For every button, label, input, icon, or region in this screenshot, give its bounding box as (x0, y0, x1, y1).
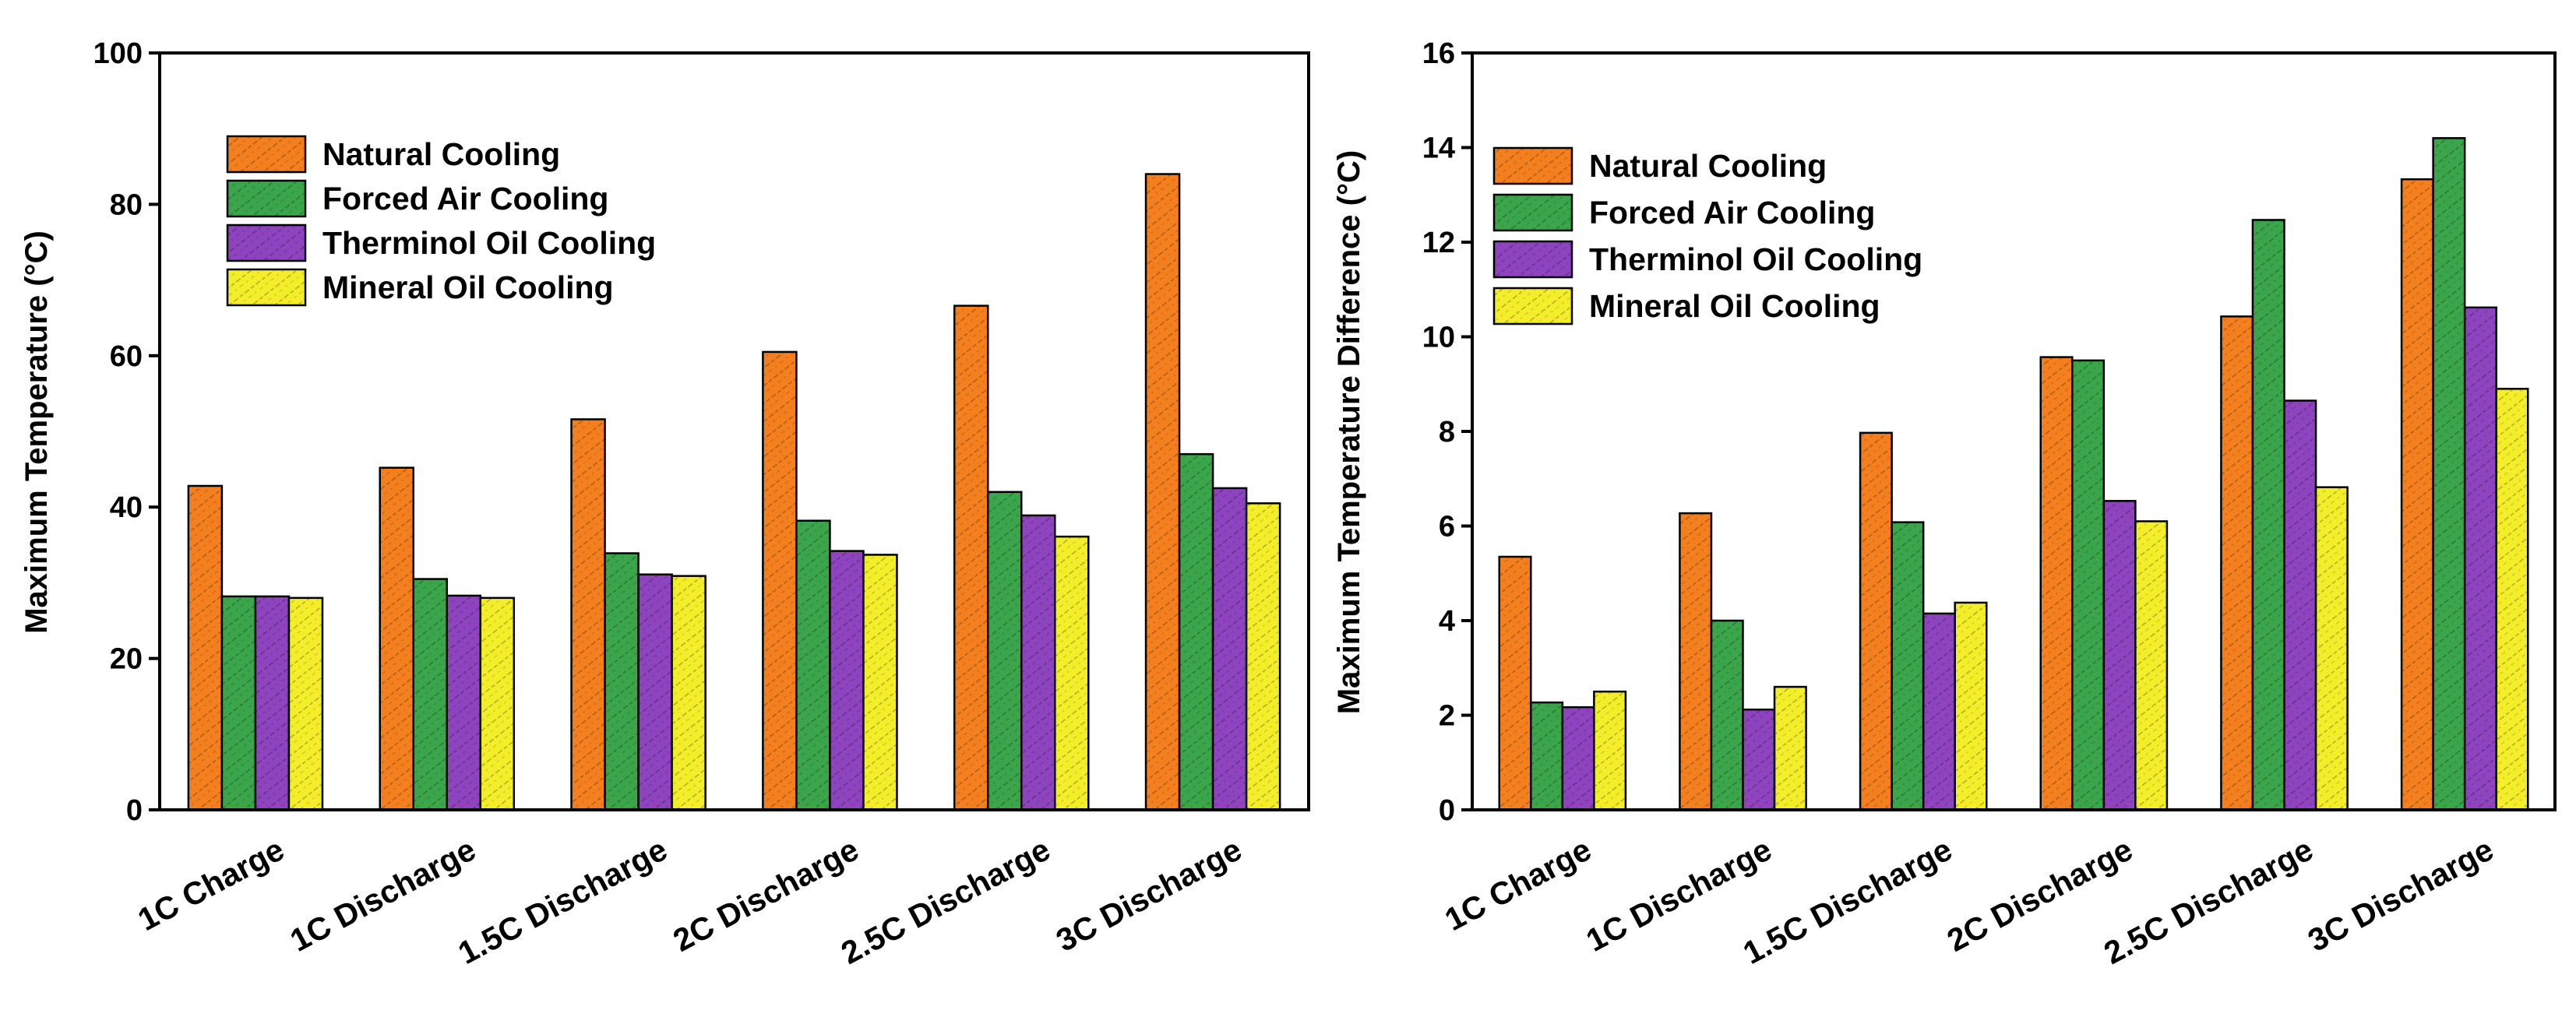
chart-2-bar-texture (2103, 501, 2136, 810)
chart-2-bar-texture (1891, 522, 1924, 810)
chart-2-y-tick-label: 2 (1439, 700, 1455, 733)
chart-2-y-tick-label: 10 (1422, 322, 1455, 354)
chart-1-y-axis-title: Maximum Temperature (°C) (19, 230, 54, 634)
chart-1-x-tick-label: 1C Charge (132, 831, 290, 938)
chart-2-y-tick-label: 0 (1439, 794, 1455, 827)
chart-1-bar-texture (1021, 515, 1055, 810)
chart-1-bar-texture (1055, 537, 1089, 810)
chart-1-x-tick-label: 2.5C Discharge (835, 831, 1055, 971)
chart-1-bar-texture (796, 520, 830, 810)
chart-1-bar-texture (413, 579, 447, 810)
chart-2-bar-texture (2072, 360, 2104, 810)
chart-2-bar-texture (1774, 687, 1806, 810)
chart-1-legend-swatch-texture (227, 181, 305, 216)
chart-2-bar-texture (2433, 138, 2465, 811)
chart-2-x-tick-label: 3C Discharge (2302, 831, 2499, 959)
chart-1-bar-texture (863, 554, 897, 810)
chart-2-bar-texture (2135, 521, 2167, 810)
chart-1-y-tick-label: 60 (110, 340, 143, 373)
chart-1-y-tick-label: 40 (110, 491, 143, 524)
chart-1-bar-texture (446, 595, 481, 810)
chart-2-y-tick-label: 14 (1422, 132, 1455, 165)
chart-2-bar-texture (2221, 316, 2253, 810)
chart-1-y-tick-label: 100 (93, 37, 143, 70)
chart-1-bar-texture (571, 419, 605, 810)
chart-1-y-tick-label: 80 (110, 188, 143, 221)
chart-1-legend-label: Forced Air Cooling (322, 181, 608, 216)
chart-1-bar-texture (221, 596, 255, 810)
chart-2-y-tick-label: 6 (1439, 511, 1455, 544)
chart-1-x-tick-label: 1.5C Discharge (453, 831, 673, 971)
temperature-chart: Maximum Temperature (°C) 0 20 40 60 80 100 1C… (19, 37, 1310, 971)
chart-2-bar-texture (2496, 389, 2528, 810)
chart-1-x-tick-label: 3C Discharge (1050, 831, 1247, 959)
chart-2-bar-texture (1923, 613, 1955, 810)
chart-1-legend-swatch-texture (227, 269, 305, 305)
chart-2-y-tick-label: 4 (1439, 605, 1455, 638)
chart-2-bar-texture (1860, 432, 1892, 810)
chart-1-bar-texture (1213, 487, 1247, 810)
chart-1-bar-texture (830, 551, 864, 810)
chart-2-legend-swatch-texture (1494, 148, 1572, 184)
chart-2-legend-swatch-texture (1494, 241, 1572, 277)
chart-1-bar-texture (1246, 503, 1281, 810)
chart-1-bar-texture (1179, 454, 1214, 810)
chart-1-y-tick-label: 0 (126, 794, 143, 827)
chart-2-bar-texture (2252, 220, 2285, 810)
chart-1-bar-texture (1146, 174, 1180, 810)
chart-1-bar-texture (988, 491, 1022, 810)
chart-2-y-tick-label: 8 (1439, 416, 1455, 449)
chart-2-y-tick-label: 12 (1422, 227, 1455, 259)
chart-2-bar-texture (1679, 513, 1711, 810)
chart-2-y-tick-label: 16 (1422, 37, 1455, 70)
chart-2-y-axis-title: Maximum Temperature Difference (°C) (1332, 150, 1366, 714)
chart-1-bar-texture (954, 305, 988, 810)
chart-2-legend: Natural Cooling Forced Air Cooling Thermin… (1492, 146, 1922, 325)
chart-1-bar-texture (763, 351, 797, 810)
temperature-difference-chart: Maximum Temperature Difference (°C) 0 2 4 6… (1332, 37, 2557, 971)
chart-1-bar-texture (480, 597, 514, 810)
chart-1-bar-texture (604, 553, 639, 810)
chart-1-legend-label: Mineral Oil Cooling (322, 269, 614, 305)
chart-1-legend-label: Natural Cooling (322, 136, 560, 172)
chart-1-bars (187, 173, 1281, 811)
chart-2-x-tick-label: 1C Charge (1439, 831, 1597, 938)
chart-2-bar-texture (2040, 357, 2073, 810)
chart-1-plot-frame (158, 51, 1310, 811)
chart-1-bar-texture (638, 574, 672, 810)
chart-2-bar-texture (2402, 179, 2433, 810)
chart-2-legend-label: Mineral Oil Cooling (1589, 288, 1880, 324)
chart-2-legend-label: Therminol Oil Cooling (1589, 241, 1922, 277)
chart-1-bar-texture (188, 485, 222, 810)
chart-1-y-tick-label: 20 (110, 643, 143, 676)
chart-2-bar-texture (2284, 400, 2317, 810)
chart-1-bar-texture (288, 597, 322, 810)
chart-2-bar-texture (1531, 702, 1563, 810)
chart-1-bar-texture (671, 575, 706, 810)
chart-1-legend-label: Therminol Oil Cooling (322, 225, 656, 261)
chart-2-bars (1498, 137, 2529, 811)
chart-2-bar-texture (2465, 307, 2497, 811)
chart-2-legend-label: Forced Air Cooling (1589, 195, 1875, 230)
chart-2-bar-texture (2316, 487, 2348, 810)
chart-1-y-ticks: 0 20 40 60 80 100 (93, 37, 160, 827)
chart-2-bar-texture (1954, 602, 1987, 810)
chart-2-bar-texture (1499, 556, 1531, 810)
chart-2-bar-texture (1743, 709, 1775, 810)
chart-1-legend-swatch-texture (227, 225, 305, 261)
chart-1-legend: Natural Cooling Forced Air Cooling Thermin… (226, 135, 656, 307)
chart-2-bar-texture (1711, 621, 1743, 810)
chart-1-bar-texture (379, 467, 414, 810)
chart-1-bar-texture (255, 596, 289, 810)
chart-1-legend-swatch-texture (227, 136, 305, 172)
chart-2-legend-swatch-texture (1494, 288, 1572, 324)
chart-2-legend-label: Natural Cooling (1589, 148, 1827, 184)
chart-2-bar-texture (1594, 691, 1626, 810)
chart-2-bar-texture (1562, 707, 1595, 810)
chart-2-legend-swatch-texture (1494, 195, 1572, 230)
chart-2-y-ticks: 0 2 4 6 8 10 12 14 16 (1422, 37, 1472, 827)
